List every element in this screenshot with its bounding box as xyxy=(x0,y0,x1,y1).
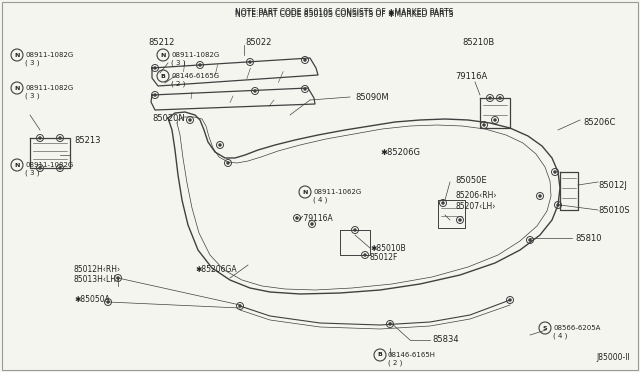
Circle shape xyxy=(106,301,109,304)
Circle shape xyxy=(529,238,531,241)
Text: ( 2 ): ( 2 ) xyxy=(388,360,403,366)
Text: ( 3 ): ( 3 ) xyxy=(25,170,40,176)
Text: N: N xyxy=(14,52,20,58)
Text: ( 4 ): ( 4 ) xyxy=(553,333,568,339)
Text: 08911-1082G: 08911-1082G xyxy=(171,52,220,58)
Circle shape xyxy=(554,170,557,173)
Text: 85206‹RH›: 85206‹RH› xyxy=(455,190,497,199)
Circle shape xyxy=(154,93,157,96)
Circle shape xyxy=(58,167,61,170)
Text: 08911-1082G: 08911-1082G xyxy=(25,85,73,91)
Circle shape xyxy=(248,61,252,64)
Text: NOTE:PART CODE 85010S CONSISTS OF ✱MARKED PARTS: NOTE:PART CODE 85010S CONSISTS OF ✱MARKE… xyxy=(235,10,453,19)
Text: 85206C: 85206C xyxy=(583,118,616,126)
Circle shape xyxy=(483,124,486,126)
Text: 08146-6165H: 08146-6165H xyxy=(388,352,436,358)
Text: ( 3 ): ( 3 ) xyxy=(25,93,40,99)
Text: ✱85206G: ✱85206G xyxy=(380,148,420,157)
Text: 85012H‹RH›: 85012H‹RH› xyxy=(74,266,121,275)
Circle shape xyxy=(442,202,445,205)
Text: 85212: 85212 xyxy=(148,38,174,46)
Text: ( 4 ): ( 4 ) xyxy=(313,197,328,203)
Text: 85020N: 85020N xyxy=(152,113,185,122)
Text: ( 3 ): ( 3 ) xyxy=(171,60,186,66)
Circle shape xyxy=(499,96,502,99)
Text: N: N xyxy=(14,163,20,167)
Circle shape xyxy=(189,119,191,122)
Text: 85834: 85834 xyxy=(432,336,459,344)
Circle shape xyxy=(353,228,356,231)
Circle shape xyxy=(509,298,511,301)
Text: 85022: 85022 xyxy=(245,38,271,46)
Circle shape xyxy=(239,305,241,308)
Text: 08146-6165G: 08146-6165G xyxy=(171,73,219,79)
Circle shape xyxy=(198,64,202,67)
Text: 08911-1082G: 08911-1082G xyxy=(25,52,73,58)
Circle shape xyxy=(154,67,157,70)
Text: N: N xyxy=(302,189,308,195)
Text: 85012J: 85012J xyxy=(598,180,627,189)
Circle shape xyxy=(303,58,307,61)
Circle shape xyxy=(488,96,492,99)
Text: 08566-6205A: 08566-6205A xyxy=(553,325,600,331)
Circle shape xyxy=(296,217,298,219)
Text: B: B xyxy=(378,353,383,357)
Text: ✱85050A: ✱85050A xyxy=(74,295,110,305)
Text: 85207‹LH›: 85207‹LH› xyxy=(455,202,495,211)
Text: ( 2 ): ( 2 ) xyxy=(171,81,186,87)
Text: 85013H‹LH›: 85013H‹LH› xyxy=(74,276,120,285)
Text: 85010S: 85010S xyxy=(598,205,630,215)
Text: ✱85206GA: ✱85206GA xyxy=(195,266,237,275)
Text: ✓79116A: ✓79116A xyxy=(298,214,333,222)
Circle shape xyxy=(310,222,314,225)
Text: N: N xyxy=(160,52,166,58)
Circle shape xyxy=(458,218,461,221)
Circle shape xyxy=(116,276,120,279)
Text: 08911-1082G: 08911-1082G xyxy=(25,162,73,168)
Text: S: S xyxy=(543,326,547,330)
Circle shape xyxy=(557,203,559,206)
Text: 85810: 85810 xyxy=(575,234,602,243)
Text: 08911-1062G: 08911-1062G xyxy=(313,189,361,195)
Circle shape xyxy=(538,195,541,198)
Text: ( 3 ): ( 3 ) xyxy=(25,60,40,66)
Text: ✱85010B: ✱85010B xyxy=(370,244,406,253)
Circle shape xyxy=(218,144,221,147)
Text: 85210B: 85210B xyxy=(462,38,494,46)
Circle shape xyxy=(493,119,497,122)
Circle shape xyxy=(227,161,230,164)
Text: J85000-II: J85000-II xyxy=(596,353,630,362)
Circle shape xyxy=(58,137,61,140)
Text: 85213: 85213 xyxy=(74,135,100,144)
Text: 85012F: 85012F xyxy=(370,253,398,263)
Circle shape xyxy=(38,137,42,140)
Circle shape xyxy=(253,90,257,93)
Text: 85090M: 85090M xyxy=(355,93,388,102)
Text: 79116A: 79116A xyxy=(455,71,487,80)
Circle shape xyxy=(388,323,392,326)
Circle shape xyxy=(364,253,367,257)
Circle shape xyxy=(303,87,307,90)
Text: 85050E: 85050E xyxy=(455,176,486,185)
Circle shape xyxy=(38,167,42,170)
Text: B: B xyxy=(161,74,165,78)
Text: N: N xyxy=(14,86,20,90)
Text: NOTE:PART CODE 85010S CONSISTS OF ✱MARKED PARTS: NOTE:PART CODE 85010S CONSISTS OF ✱MARKE… xyxy=(235,7,453,16)
